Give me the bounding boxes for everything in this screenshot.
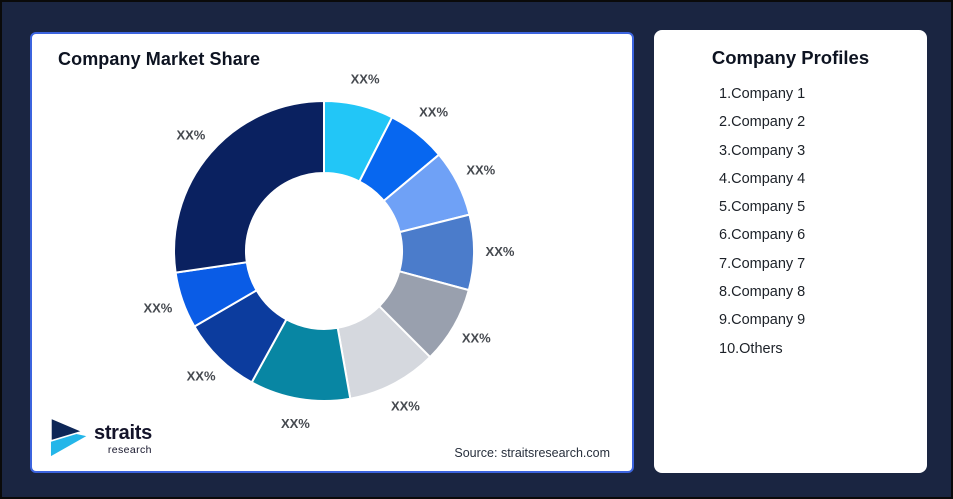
company-list-item: 6.Company 6 bbox=[719, 227, 806, 244]
segment-label: XX% bbox=[486, 244, 515, 259]
company-list-item: 10.Others bbox=[719, 340, 783, 357]
logo-wordmark: straits bbox=[94, 421, 152, 444]
market-share-card: Company Market Share XX% XX% XX% XX% XX% XX% X… bbox=[30, 32, 634, 473]
company-list-item: 4.Company 4 bbox=[719, 170, 806, 187]
logo-text: straits research bbox=[94, 423, 152, 456]
segment-label: XX% bbox=[419, 105, 448, 120]
segment-label: XX% bbox=[281, 416, 310, 431]
company-list-item: 7.Company 7 bbox=[719, 255, 806, 272]
segment-label: XX% bbox=[462, 331, 491, 346]
segment-label: XX% bbox=[187, 368, 216, 383]
company-list-item: 2.Company 2 bbox=[719, 114, 806, 131]
segment-label: XX% bbox=[143, 301, 172, 316]
company-list-item: 1.Company 1 bbox=[719, 86, 806, 102]
straits-research-logo: straits research bbox=[50, 416, 152, 462]
straits-logo-icon bbox=[50, 416, 87, 457]
donut-chart: XX% XX% XX% XX% XX% XX% XX% XX% XX% XX% bbox=[143, 71, 515, 431]
chart-title: Company Market Share bbox=[58, 49, 261, 69]
profiles-title: Company Profiles bbox=[711, 47, 870, 68]
segment-label: XX% bbox=[176, 127, 205, 142]
segment-label: XX% bbox=[391, 399, 420, 414]
logo-subtext: research bbox=[107, 443, 152, 456]
company-list-item: 8.Company 8 bbox=[719, 284, 806, 301]
company-list-item: 9.Company 9 bbox=[719, 312, 806, 329]
company-list-item: 5.Company 5 bbox=[719, 199, 806, 216]
segment-label: XX% bbox=[466, 163, 495, 178]
company-list-item: 3.Company 3 bbox=[719, 142, 806, 159]
company-profiles-card: Company Profiles 1.Company 1 2.Company 2 3… bbox=[654, 30, 927, 473]
segment-label: XX% bbox=[351, 71, 380, 86]
donut-segment bbox=[173, 99, 325, 274]
source-attribution: Source: straitsresearch.com bbox=[454, 446, 610, 460]
company-list: 1.Company 1 2.Company 2 3.Company 3 4.Compa… bbox=[719, 80, 927, 363]
